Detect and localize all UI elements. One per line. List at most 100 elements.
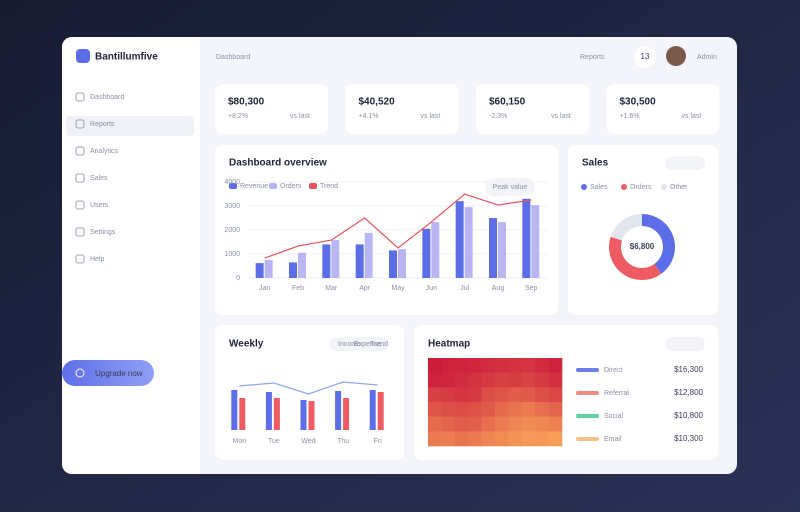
heat-cell [521,372,536,388]
heat-cell [521,358,536,373]
x-tick-label: Aug [492,285,505,292]
cta-button[interactable] [62,360,154,386]
kpi-card [606,84,720,134]
x-tick-label: Feb [292,285,304,292]
heat-cell [428,358,442,373]
bar [489,218,497,278]
kpi-value: $80,300 [228,97,265,108]
x-tick-label: Mar [325,285,338,292]
card-weekly [215,325,404,460]
badge-bg[interactable] [634,46,656,68]
heat-cell [441,402,456,417]
heat-cell [508,372,523,388]
bar [298,252,306,278]
legend-label: Referral [604,390,629,397]
heat-cell [495,372,509,388]
kpi-note: vs last [551,113,571,120]
heat-cell [468,387,482,403]
x-tick-label: May [391,285,405,292]
x-tick-label: Wed [301,438,315,445]
bar [369,390,376,430]
dropdown[interactable] [665,337,705,351]
cta-icon [75,368,85,378]
heat-cell [548,431,563,447]
dropdown[interactable] [330,337,388,351]
legend-label: Orders [280,183,302,190]
user-name: Admin [697,54,717,61]
bar [398,249,406,278]
donut-slice [641,214,675,274]
x-tick-label: Jul [460,285,469,292]
heat-cell [428,387,442,403]
nav-item[interactable]: Help [90,256,105,263]
kpi-card [476,84,589,134]
x-tick-label: Jan [259,285,270,292]
bar [389,250,397,278]
legend-swatch [309,183,317,189]
x-tick-label: Mon [232,438,246,445]
nav-icon [75,227,85,237]
kpi-change: -2.3% [489,113,507,120]
heat-cell [521,387,536,403]
legend-swatch [269,183,277,189]
chart-title: Weekly [229,339,264,350]
heat-cell [481,431,496,447]
chart-title: Heatmap [428,339,470,350]
heat-cell [428,372,442,388]
heat-cell [521,402,536,417]
heat-cell [508,402,523,417]
nav-item[interactable]: Reports [90,121,115,128]
heat-cell [548,416,563,432]
bar [498,222,506,278]
heat-cell [481,358,496,373]
legend-dot [661,184,667,190]
heat-cell [481,416,496,432]
kpi-card [345,84,459,134]
avatar[interactable] [666,46,686,66]
nav-item[interactable]: Dashboard [90,94,124,101]
bar [231,390,238,430]
bar [308,401,315,430]
kpi-value: $30,500 [620,97,657,108]
nav-item[interactable]: Analytics [90,148,119,155]
nav-item[interactable]: Sales [90,175,108,182]
heat-cell [508,387,523,403]
legend-value: $10,300 [674,434,703,443]
heat-cell [535,372,549,388]
nav-icon [75,200,85,210]
dropdown[interactable] [665,156,705,170]
legend-value: $10,800 [674,411,703,420]
legend-label: Trend [320,183,338,190]
nav-item[interactable]: Users [90,202,109,209]
heat-cell [428,431,442,447]
top-link[interactable]: Reports [580,54,605,61]
legend-label: Orders [630,184,652,191]
bar [331,240,340,278]
card-donut [568,145,718,315]
nav-icon [75,119,85,129]
heat-cell [454,416,469,432]
heat-cell [481,372,496,388]
bar [431,222,440,278]
x-tick-label: Apr [359,285,371,292]
bar [322,244,331,278]
kpi-change: +1.6% [620,113,640,120]
heat-cell [521,431,536,447]
heat-cell [454,387,469,403]
heat-cell [495,416,509,432]
chart-title: Dashboard overview [229,158,327,169]
heat-cell [454,431,469,447]
cta-label: Upgrade now [95,369,143,378]
bar [355,244,364,278]
nav-item[interactable]: Settings [90,229,116,236]
brand-name: Bantillumfive [95,52,158,63]
heat-cell [535,387,549,403]
donut-slice [609,236,662,280]
chart-title: Sales [582,158,609,169]
heat-cell [468,372,482,388]
heat-cell [548,372,563,388]
heat-cell [441,416,456,432]
line [239,381,378,395]
legend-label: Direct [604,367,622,374]
